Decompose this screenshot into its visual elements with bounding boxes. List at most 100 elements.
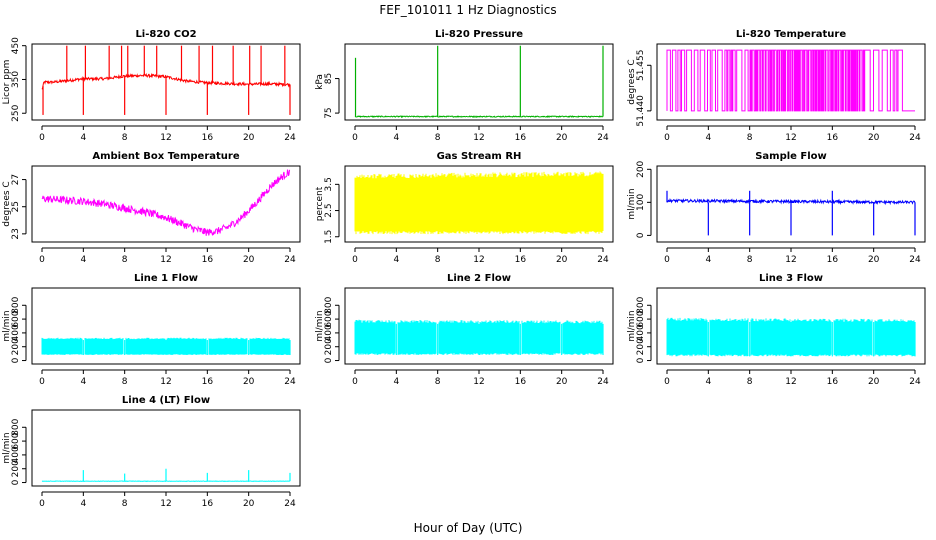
y-tick-label: 400 bbox=[11, 446, 21, 463]
panel-1: Li-820 CO2 Licor ppm 0 4 8 12 16 20 24 250 350 450 bbox=[2, 29, 301, 143]
y-tick-label: 200 bbox=[636, 338, 646, 355]
y-tick-label: 350 bbox=[11, 71, 21, 88]
figure-xlabel: Hour of Day (UTC) bbox=[414, 521, 523, 535]
x-tick-label: 24 bbox=[284, 377, 296, 387]
plot-frame bbox=[344, 43, 614, 121]
y-axis-label: ml/min bbox=[315, 310, 325, 341]
x-tick-label: 4 bbox=[393, 255, 399, 265]
panel-title: Li-820 CO2 bbox=[135, 29, 196, 40]
figure-title: FEF_101011 1 Hz Diagnostics bbox=[379, 3, 556, 17]
y-tick-label: 25 bbox=[11, 201, 21, 212]
y-tick-label: 600 bbox=[11, 432, 21, 449]
x-tick-label: 12 bbox=[473, 377, 484, 387]
x-tick-label: 24 bbox=[284, 255, 296, 265]
x-tick-label: 20 bbox=[243, 377, 255, 387]
x-tick-label: 4 bbox=[393, 377, 399, 387]
x-tick-label: 16 bbox=[515, 133, 527, 143]
series-group bbox=[354, 45, 604, 119]
y-tick-label: 0 bbox=[636, 357, 646, 363]
y-tick-label: 51.455 bbox=[636, 50, 646, 82]
flow-band bbox=[354, 319, 603, 355]
x-tick-label: 20 bbox=[868, 255, 880, 265]
x-tick-label: 20 bbox=[243, 499, 255, 509]
rh-band bbox=[354, 171, 604, 235]
x-tick-label: 16 bbox=[827, 133, 839, 143]
y-tick-label: 100 bbox=[636, 193, 646, 210]
x-tick-label: 4 bbox=[80, 377, 86, 387]
x-tick-label: 16 bbox=[827, 377, 839, 387]
plot-frame bbox=[31, 287, 301, 365]
y-axis-label: Licor ppm bbox=[2, 60, 12, 105]
y-tick-label: 85 bbox=[324, 73, 334, 84]
x-tick-label: 0 bbox=[664, 377, 670, 387]
y-axis-label: ml/min bbox=[627, 310, 637, 341]
series-group bbox=[41, 45, 291, 115]
x-tick-label: 16 bbox=[202, 255, 214, 265]
x-tick-label: 20 bbox=[868, 133, 880, 143]
y-tick-label: 51.440 bbox=[636, 95, 646, 127]
x-tick-label: 4 bbox=[80, 255, 86, 265]
x-tick-label: 24 bbox=[909, 133, 921, 143]
x-tick-label: 12 bbox=[785, 133, 796, 143]
y-tick-label: 3.5 bbox=[324, 177, 334, 191]
x-tick-label: 20 bbox=[556, 133, 568, 143]
y-axis-label: percent bbox=[315, 186, 325, 221]
flow-band bbox=[41, 337, 290, 355]
y-tick-label: 800 bbox=[324, 296, 334, 313]
x-tick-label: 8 bbox=[122, 377, 128, 387]
x-tick-label: 8 bbox=[435, 377, 441, 387]
y-tick-label: 2.5 bbox=[324, 203, 334, 217]
x-tick-label: 16 bbox=[515, 377, 527, 387]
x-tick-label: 8 bbox=[747, 133, 753, 143]
y-axis-label: ml/min bbox=[2, 432, 12, 463]
x-tick-label: 4 bbox=[80, 133, 86, 143]
y-tick-label: 27 bbox=[11, 174, 21, 185]
x-tick-label: 16 bbox=[827, 255, 839, 265]
plot-frame bbox=[656, 43, 926, 121]
x-tick-label: 8 bbox=[122, 255, 128, 265]
x-tick-label: 4 bbox=[705, 377, 711, 387]
x-tick-label: 24 bbox=[597, 255, 609, 265]
plot-frame bbox=[344, 287, 614, 365]
x-tick-label: 4 bbox=[705, 133, 711, 143]
x-tick-label: 24 bbox=[597, 377, 609, 387]
plot-frame bbox=[344, 165, 614, 243]
panel-5: Gas Stream RH percent 0 4 8 12 16 20 24 1.5 2.5 3.5 bbox=[315, 151, 614, 265]
x-tick-label: 8 bbox=[747, 255, 753, 265]
panel-9: Line 3 Flow ml/min 0 4 8 12 16 20 24 0 20040060080… bbox=[627, 273, 926, 387]
x-tick-label: 12 bbox=[473, 255, 484, 265]
y-tick-label: 75 bbox=[324, 107, 334, 118]
y-tick-label: 0 bbox=[11, 357, 21, 363]
x-tick-label: 16 bbox=[202, 499, 214, 509]
x-tick-label: 24 bbox=[597, 133, 609, 143]
temp-switch-line bbox=[666, 49, 916, 112]
panel-4: Ambient Box Temperature degrees C 0 4 8 12 16 2… bbox=[2, 151, 301, 265]
plot-frame bbox=[656, 165, 926, 243]
panel-title: Li-820 Temperature bbox=[736, 29, 846, 40]
series-group bbox=[666, 190, 916, 236]
y-tick-label: 0 bbox=[324, 357, 334, 363]
x-tick-label: 16 bbox=[202, 133, 214, 143]
panel-title: Line 4 (LT) Flow bbox=[122, 395, 210, 406]
x-tick-label: 24 bbox=[909, 377, 921, 387]
x-tick-label: 4 bbox=[705, 255, 711, 265]
y-tick-label: 200 bbox=[324, 338, 334, 355]
x-tick-label: 0 bbox=[664, 133, 670, 143]
x-tick-label: 16 bbox=[515, 255, 527, 265]
panel-10: Line 4 (LT) Flow ml/min 0 4 8 12 16 20 24 0 200400… bbox=[2, 395, 301, 509]
series-group bbox=[354, 319, 604, 356]
x-tick-label: 8 bbox=[122, 133, 128, 143]
x-tick-label: 24 bbox=[284, 499, 296, 509]
y-axis-label: degrees C bbox=[2, 181, 12, 226]
panel-title: Line 2 Flow bbox=[447, 273, 511, 284]
y-tick-label: 800 bbox=[11, 296, 21, 313]
x-tick-label: 0 bbox=[39, 133, 45, 143]
panel-title: Gas Stream RH bbox=[437, 151, 522, 162]
x-tick-label: 20 bbox=[556, 255, 568, 265]
x-tick-label: 12 bbox=[160, 499, 171, 509]
x-tick-label: 16 bbox=[202, 377, 214, 387]
x-tick-label: 8 bbox=[747, 377, 753, 387]
series-group bbox=[41, 169, 291, 236]
